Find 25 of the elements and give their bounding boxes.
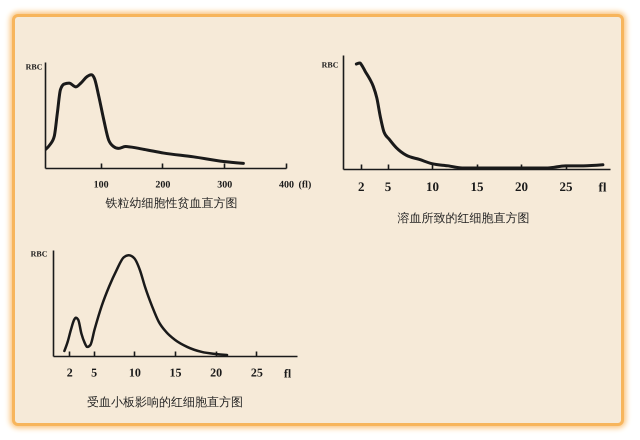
x-tick-label: 15	[170, 366, 182, 380]
x-axis-title: (fl)	[298, 180, 312, 190]
text: 溶血所致的红细胞直方图	[398, 211, 530, 225]
text: 受血小板影响的红细胞直方图	[87, 395, 243, 409]
x-tick-label: 5	[384, 179, 392, 194]
x-axis-title: fl	[284, 366, 292, 380]
y-axis-title: RBC	[322, 60, 339, 70]
x-tick-label: 2	[66, 366, 73, 380]
x-tick-label: 10	[426, 179, 439, 194]
x-tick-label: 200	[155, 180, 170, 190]
x-tick-label: 15	[470, 179, 484, 194]
y-axis-title: RBC	[30, 250, 48, 258]
x-tick-label: 5	[91, 366, 98, 380]
x-tick-label: 2	[358, 179, 365, 194]
x-tick-label: 400	[279, 180, 294, 190]
x-tick-label: 100	[94, 180, 109, 190]
x-tick-label: 20	[515, 179, 528, 194]
x-tick-label: 25	[250, 366, 263, 380]
x-axis-title: fl	[598, 180, 607, 194]
text: 铁粒幼细胞性贫血直方图	[104, 196, 238, 210]
x-tick-label: 10	[128, 366, 141, 380]
x-tick-label: 20	[210, 366, 222, 380]
x-tick-label: 300	[217, 180, 232, 190]
y-axis-title: RBC	[26, 62, 43, 72]
x-tick-label: 25	[560, 179, 573, 194]
